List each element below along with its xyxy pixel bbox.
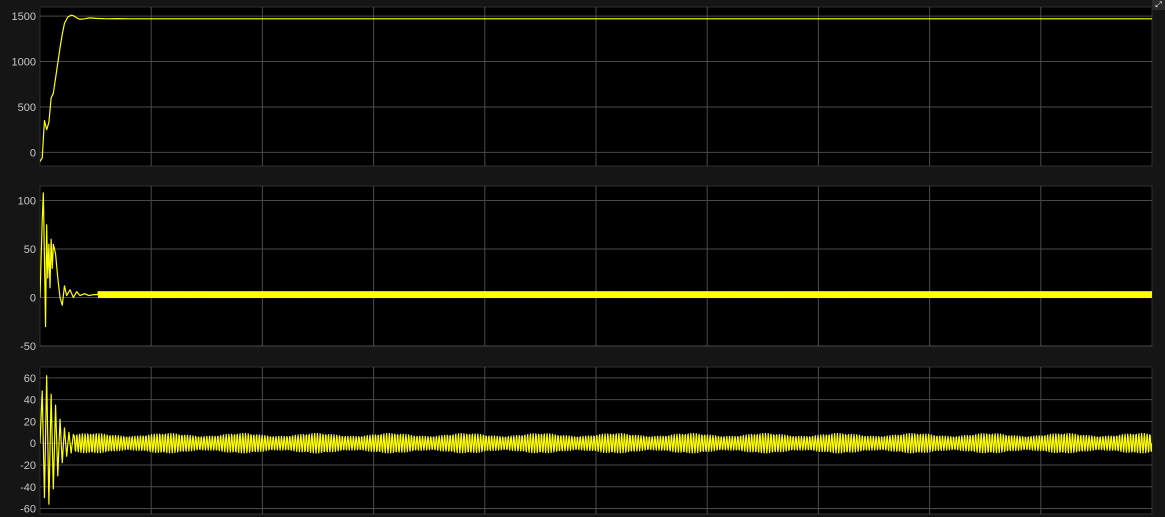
current-plot: -50 0 50 100 [18,185,1153,353]
oscillation-plot: -60 -40 -20 0 20 40 60 [20,366,1153,516]
signal-trace [40,192,1152,328]
y-tick-label: -40 [20,482,36,494]
y-tick-label: 0 [30,147,36,159]
signal-trace [40,14,1152,162]
y-tick-label: 60 [24,373,36,385]
y-tick-label: -20 [20,460,36,472]
y-tick-label: -60 [20,504,36,516]
position-plot: 0 500 1000 1500 [12,6,1153,167]
y-tick-label: 50 [24,244,36,256]
expand-icon[interactable]: ⤢ [1152,0,1165,10]
y-tick-label: 100 [18,196,36,208]
y-tick-label: 1500 [12,11,36,23]
signal-trace [40,375,1152,505]
y-tick-label: 1000 [12,57,36,69]
y-tick-label: -50 [20,341,36,353]
y-tick-label: 0 [30,438,36,450]
y-tick-label: 500 [18,102,36,114]
y-tick-label: 20 [24,416,36,428]
y-tick-label: 0 [30,293,36,305]
y-tick-label: 40 [24,395,36,407]
